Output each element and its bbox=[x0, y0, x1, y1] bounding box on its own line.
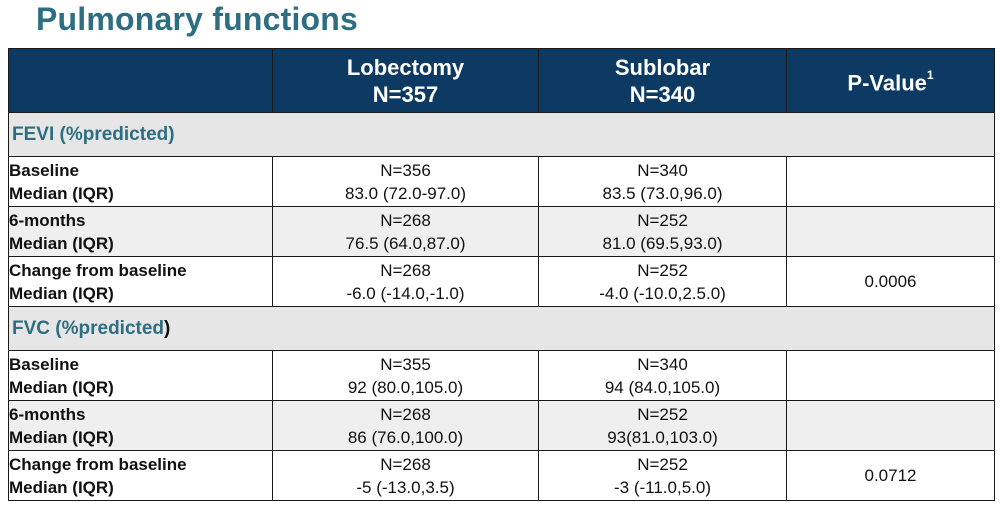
lobectomy-value: 76.5 (64.0,87.0) bbox=[345, 233, 466, 253]
sublobar-n: N=252 bbox=[637, 454, 688, 474]
p-value-cell: 0.0712 bbox=[786, 450, 995, 501]
group-label-fvc: FVC (%predicted) bbox=[9, 316, 994, 341]
header-p-value-label: P-Value bbox=[847, 70, 927, 96]
lobectomy-cell: N=356 83.0 (72.0-97.0) bbox=[272, 156, 539, 207]
row-label-stat: Median (IQR) bbox=[9, 427, 114, 447]
row-label-timepoint: 6-months bbox=[9, 210, 86, 230]
sublobar-n: N=340 bbox=[637, 354, 688, 374]
table-row: Change from baseline Median (IQR) N=268 … bbox=[8, 256, 995, 307]
lobectomy-cell: N=268 -6.0 (-14.0,-1.0) bbox=[272, 256, 539, 307]
sublobar-n: N=252 bbox=[637, 210, 688, 230]
sublobar-value: 93(81.0,103.0) bbox=[607, 427, 718, 447]
row-label: Baseline Median (IQR) bbox=[8, 350, 273, 401]
table-row: Change from baseline Median (IQR) N=268 … bbox=[8, 450, 995, 501]
table-row: 6-months Median (IQR) N=268 76.5 (64.0,8… bbox=[8, 206, 995, 257]
lobectomy-n: N=355 bbox=[380, 354, 431, 374]
p-value-cell bbox=[786, 156, 995, 207]
lobectomy-cell: N=268 76.5 (64.0,87.0) bbox=[272, 206, 539, 257]
row-label-timepoint: Baseline bbox=[9, 160, 79, 180]
header-lobectomy: Lobectomy N=357 bbox=[272, 48, 539, 113]
lobectomy-cell: N=355 92 (80.0,105.0) bbox=[272, 350, 539, 401]
header-sublobar: Sublobar N=340 bbox=[538, 48, 787, 113]
header-lobectomy-name: Lobectomy bbox=[346, 54, 465, 80]
sublobar-cell: N=252 -3 (-11.0,5.0) bbox=[538, 450, 787, 501]
group-label-cell: FEVI (%predicted) bbox=[8, 112, 995, 157]
row-label-timepoint: 6-months bbox=[9, 404, 86, 424]
lobectomy-n: N=268 bbox=[380, 210, 431, 230]
table-row: 6-months Median (IQR) N=268 86 (76.0,100… bbox=[8, 400, 995, 451]
row-label: Change from baseline Median (IQR) bbox=[8, 450, 273, 501]
lobectomy-value: -6.0 (-14.0,-1.0) bbox=[346, 283, 465, 303]
row-label: Baseline Median (IQR) bbox=[8, 156, 273, 207]
page-title: Pulmonary functions bbox=[36, 1, 359, 37]
sublobar-value: -3 (-11.0,5.0) bbox=[613, 477, 711, 497]
table-row: Baseline Median (IQR) N=356 83.0 (72.0-9… bbox=[8, 156, 995, 207]
group-label-cell: FVC (%predicted) bbox=[8, 306, 995, 351]
row-label-timepoint: Change from baseline bbox=[9, 260, 187, 280]
header-p-value: P-Value1 bbox=[786, 48, 995, 113]
lobectomy-value: -5 (-13.0,3.5) bbox=[356, 477, 455, 497]
sublobar-value: -4.0 (-10.0,2.5.0) bbox=[599, 283, 726, 303]
header-sublobar-name: Sublobar bbox=[614, 54, 711, 80]
lobectomy-n: N=268 bbox=[380, 454, 431, 474]
lobectomy-cell: N=268 -5 (-13.0,3.5) bbox=[272, 450, 539, 501]
header-p-value-footnote: 1 bbox=[926, 67, 934, 82]
header-lobectomy-n: N=357 bbox=[372, 81, 439, 107]
sublobar-cell: N=340 94 (84.0,105.0) bbox=[538, 350, 787, 401]
header-sublobar-n: N=340 bbox=[629, 81, 696, 107]
group-label-fvc-paren: ) bbox=[164, 318, 171, 339]
row-label-stat: Median (IQR) bbox=[9, 377, 114, 397]
row-label-timepoint: Baseline bbox=[9, 354, 79, 374]
row-label-stat: Median (IQR) bbox=[9, 233, 114, 253]
lobectomy-value: 92 (80.0,105.0) bbox=[347, 377, 464, 397]
sublobar-n: N=252 bbox=[637, 404, 688, 424]
group-row-fevi: FEVI (%predicted) bbox=[8, 112, 995, 157]
group-row-fvc: FVC (%predicted) bbox=[8, 306, 995, 351]
sublobar-cell: N=340 83.5 (73.0,96.0) bbox=[538, 156, 787, 207]
row-label: 6-months Median (IQR) bbox=[8, 400, 273, 451]
sublobar-cell: N=252 93(81.0,103.0) bbox=[538, 400, 787, 451]
row-label: 6-months Median (IQR) bbox=[8, 206, 273, 257]
lobectomy-value: 86 (76.0,100.0) bbox=[347, 427, 464, 447]
group-label-fevi: FEVI (%predicted) bbox=[12, 124, 175, 145]
lobectomy-value: 83.0 (72.0-97.0) bbox=[345, 183, 466, 203]
sublobar-value: 83.5 (73.0,96.0) bbox=[602, 183, 723, 203]
pulmonary-functions-table: Lobectomy N=357 Sublobar N=340 P-Value1 … bbox=[8, 48, 995, 501]
sublobar-value: 81.0 (69.5,93.0) bbox=[602, 233, 723, 253]
p-value-cell bbox=[786, 350, 995, 401]
table-row: Baseline Median (IQR) N=355 92 (80.0,105… bbox=[8, 350, 995, 401]
sublobar-n: N=340 bbox=[637, 160, 688, 180]
lobectomy-cell: N=268 86 (76.0,100.0) bbox=[272, 400, 539, 451]
row-label: Change from baseline Median (IQR) bbox=[8, 256, 273, 307]
header-empty-cell bbox=[8, 48, 273, 113]
p-value-cell bbox=[786, 206, 995, 257]
sublobar-cell: N=252 -4.0 (-10.0,2.5.0) bbox=[538, 256, 787, 307]
sublobar-value: 94 (84.0,105.0) bbox=[604, 377, 721, 397]
lobectomy-n: N=268 bbox=[380, 404, 431, 424]
p-value-cell: 0.0006 bbox=[786, 256, 995, 307]
group-label-fvc-text: FVC (%predicted bbox=[12, 318, 165, 339]
lobectomy-n: N=356 bbox=[380, 160, 431, 180]
row-label-stat: Median (IQR) bbox=[9, 183, 114, 203]
row-label-stat: Median (IQR) bbox=[9, 283, 114, 303]
sublobar-cell: N=252 81.0 (69.5,93.0) bbox=[538, 206, 787, 257]
table-header-row: Lobectomy N=357 Sublobar N=340 P-Value1 bbox=[8, 48, 995, 113]
row-label-timepoint: Change from baseline bbox=[9, 454, 187, 474]
sublobar-n: N=252 bbox=[637, 260, 688, 280]
lobectomy-n: N=268 bbox=[380, 260, 431, 280]
p-value-cell bbox=[786, 400, 995, 451]
row-label-stat: Median (IQR) bbox=[9, 477, 114, 497]
